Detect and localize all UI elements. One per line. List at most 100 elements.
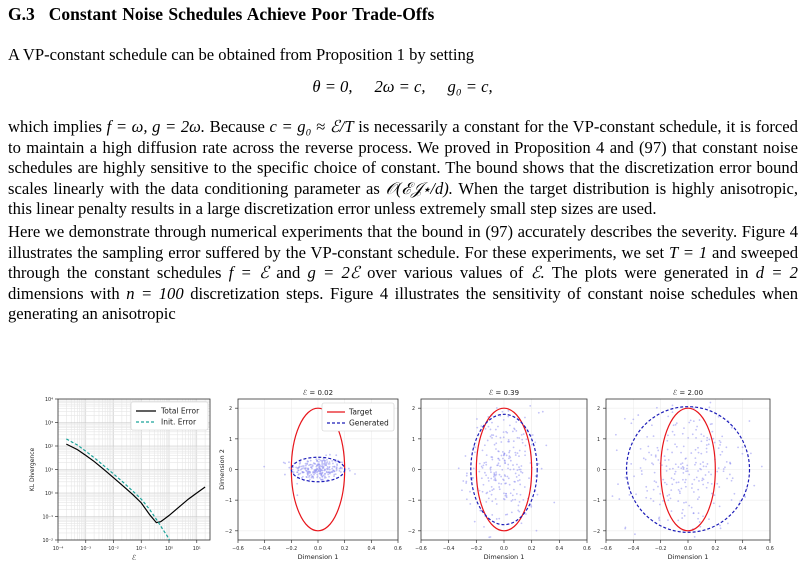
- sample-point: [507, 463, 510, 466]
- sample-point: [319, 467, 321, 469]
- scatter-panel-3: −0.6 −0.4 −0.2 0.0 0.2 0.4 0.6 −2 −1 0 1 2 ℰ = 2.00 D…: [593, 389, 774, 561]
- sample-point: [708, 438, 711, 441]
- sample-point: [702, 461, 704, 464]
- sample-point: [520, 470, 522, 473]
- sample-point: [339, 471, 342, 473]
- sample-point: [311, 464, 314, 467]
- x-tick-label: 0.0: [684, 546, 692, 552]
- sample-point: [321, 462, 324, 464]
- sample-point: [641, 473, 643, 476]
- sample-point: [497, 425, 499, 428]
- sample-point: [489, 428, 492, 431]
- sample-point: [706, 436, 709, 439]
- sample-point: [705, 451, 708, 453]
- sample-point: [523, 486, 526, 488]
- sample-point: [730, 479, 733, 482]
- sample-point: [487, 480, 490, 482]
- total-error-line: [66, 443, 206, 524]
- sample-point: [498, 517, 501, 520]
- sample-point: [658, 517, 660, 520]
- sample-point: [512, 440, 515, 443]
- sample-point: [505, 454, 508, 457]
- sample-point: [674, 470, 677, 473]
- sample-point: [662, 478, 665, 481]
- sample-point: [476, 426, 479, 429]
- y-tick-label: 10³: [45, 421, 53, 427]
- sample-point: [681, 462, 684, 465]
- sample-point: [505, 495, 508, 497]
- sample-point: [689, 419, 692, 422]
- sample-point: [509, 456, 512, 459]
- sample-point: [509, 492, 512, 495]
- sample-point: [320, 479, 323, 481]
- sample-point: [644, 458, 647, 461]
- sample-point: [654, 454, 657, 457]
- sample-point: [334, 460, 337, 463]
- sample-point: [679, 463, 682, 466]
- sample-point: [495, 442, 498, 445]
- sample-point: [300, 465, 303, 468]
- sample-point: [670, 510, 673, 513]
- sample-point: [481, 490, 484, 493]
- sample-point: [308, 470, 310, 473]
- sample-point: [667, 458, 670, 461]
- sample-point: [696, 498, 699, 501]
- y-tick-label: −1: [408, 498, 415, 504]
- sample-point: [672, 478, 675, 481]
- sample-point: [721, 450, 724, 453]
- sample-point: [493, 473, 496, 476]
- sample-point: [693, 535, 696, 538]
- y-tick-label: −2: [593, 529, 600, 535]
- sample-point: [707, 443, 710, 446]
- target-ellipse: [660, 407, 716, 532]
- sample-point: [296, 494, 299, 497]
- sample-point: [347, 467, 350, 470]
- sample-point: [511, 494, 514, 497]
- y-tick-label: 1: [597, 437, 600, 443]
- x-tick-label: 0.4: [368, 546, 376, 552]
- sample-point: [645, 485, 648, 488]
- y-tick-label: 2: [412, 406, 415, 412]
- sample-point: [507, 438, 510, 441]
- sample-point: [679, 492, 681, 495]
- sample-point: [705, 444, 708, 446]
- sample-point: [663, 455, 666, 458]
- sample-point: [651, 462, 653, 465]
- sample-point: [520, 522, 523, 525]
- sample-point: [489, 467, 492, 469]
- sample-point: [328, 463, 331, 465]
- sample-point: [671, 411, 674, 414]
- sample-point: [708, 518, 710, 521]
- y-tick-label: 0: [229, 468, 232, 474]
- sample-point: [334, 473, 337, 476]
- sample-point: [686, 464, 689, 467]
- sample-point: [514, 454, 517, 456]
- sample-point: [692, 491, 695, 493]
- sample-point: [296, 471, 299, 474]
- sample-point: [646, 489, 649, 492]
- sample-point: [630, 462, 633, 465]
- sample-point: [697, 512, 700, 515]
- sample-point: [624, 527, 627, 530]
- sample-point: [489, 468, 492, 471]
- sample-point: [718, 486, 721, 488]
- sample-point: [494, 474, 497, 477]
- sample-point: [671, 430, 674, 433]
- sample-point: [653, 471, 656, 474]
- sample-point: [722, 468, 725, 470]
- sample-point: [741, 446, 744, 449]
- sample-point: [515, 421, 518, 423]
- generated-samples: [611, 401, 763, 538]
- sample-point: [618, 498, 621, 500]
- p3-text-g: over various values of: [367, 263, 524, 282]
- sample-point: [297, 469, 300, 471]
- sample-point: [469, 490, 471, 493]
- sample-point: [495, 407, 498, 409]
- sample-point: [717, 447, 720, 450]
- sample-point: [508, 483, 511, 486]
- sample-point: [652, 500, 655, 503]
- sample-point: [624, 476, 627, 479]
- sample-point: [724, 466, 726, 469]
- sample-point: [292, 466, 295, 468]
- equation-part-3: g₀ = c,: [447, 77, 493, 96]
